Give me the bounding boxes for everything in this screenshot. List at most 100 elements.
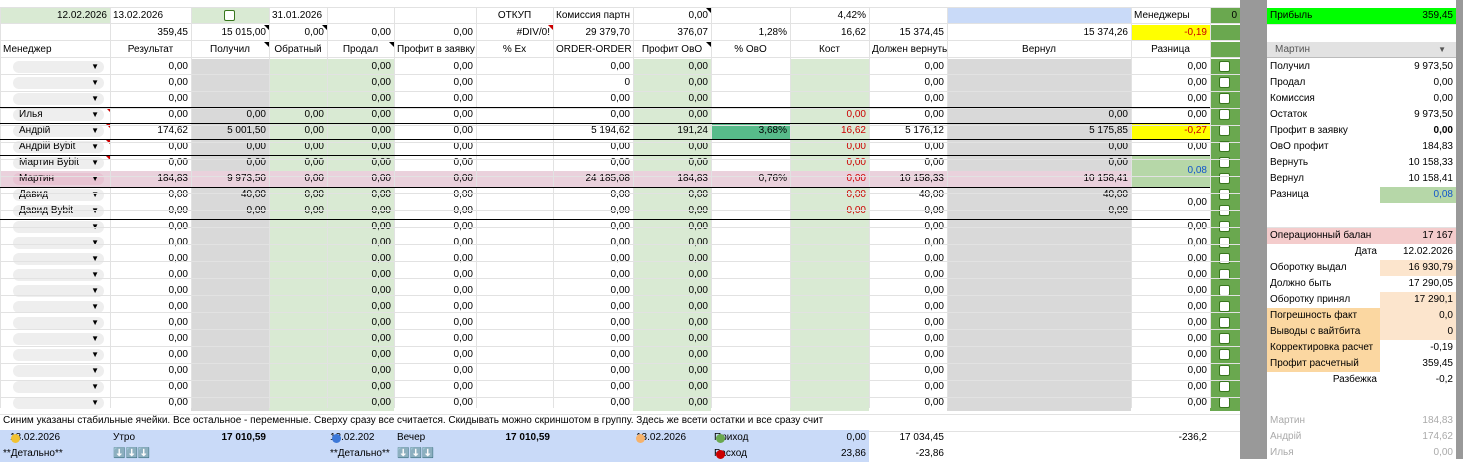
grid-line (0, 227, 1240, 228)
data-cell: 174,62 (157, 125, 188, 136)
checkbox[interactable] (1219, 61, 1230, 72)
data-cell: 0,00 (924, 77, 944, 88)
checkbox[interactable] (1219, 189, 1230, 200)
checkbox[interactable] (1219, 141, 1230, 152)
manager-dropdown[interactable]: ▼ (13, 93, 104, 105)
data-cell: 0,00 (453, 397, 473, 408)
panel-label: Вернуть (1270, 157, 1309, 168)
data-cell: 0,00 (633, 203, 711, 219)
date-cell[interactable]: 13.02.2026 (113, 10, 164, 21)
manager-dropdown[interactable]: ▼ (13, 269, 104, 281)
manager-dropdown[interactable]: ▼ (13, 253, 104, 265)
date-cell[interactable]: 12.02.2026 (0, 8, 110, 24)
checkbox[interactable] (1219, 317, 1230, 328)
chevron-down-icon: ▼ (91, 398, 99, 407)
data-cell: 0,00 (633, 235, 711, 251)
data-cell: 0,00 (269, 203, 327, 219)
checkbox[interactable] (1219, 253, 1230, 264)
checkbox[interactable] (1219, 349, 1230, 360)
data-cell: 0,00 (633, 251, 711, 267)
data-cell (476, 363, 553, 379)
data-cell: 184,83 (633, 171, 711, 187)
checkbox[interactable] (1219, 157, 1230, 168)
data-cell: 0,00 (1187, 285, 1207, 296)
checkbox[interactable] (1219, 269, 1230, 280)
grid-line (0, 139, 1210, 140)
manager-dropdown[interactable]: ▼ (13, 381, 104, 393)
data-cell: 0,00 (327, 347, 394, 363)
arrow-icons: ⬇️⬇️⬇️ (397, 448, 435, 459)
checkbox[interactable] (1219, 125, 1230, 136)
data-cell: 0,00 (1187, 109, 1207, 120)
total-cell: 16,62 (840, 27, 866, 38)
data-cell (269, 395, 327, 411)
checkbox[interactable] (1219, 173, 1230, 184)
manager-dropdown[interactable]: ▼ (13, 365, 104, 377)
checkbox[interactable] (1219, 109, 1230, 120)
manager-dropdown[interactable]: ▼ (13, 333, 104, 345)
data-cell (191, 331, 269, 347)
data-cell: 0,00 (610, 253, 630, 264)
manager-name: Давид (19, 189, 49, 200)
manager-dropdown[interactable]: Мартин ▼ (13, 173, 104, 185)
manager-dropdown[interactable]: ▼ (13, 397, 104, 409)
column-header: Профит ОвО (641, 44, 703, 55)
manager-dropdown[interactable]: ▼ (13, 317, 104, 329)
manager-dropdown[interactable]: ▼ (13, 349, 104, 361)
checkbox[interactable] (1219, 77, 1230, 88)
balance-label: Оборотку выдал (1270, 262, 1347, 273)
data-cell (947, 299, 1131, 315)
data-cell (947, 235, 1131, 251)
manager-dropdown[interactable]: ▼ (13, 61, 104, 73)
diff-value: -236,2 (1178, 432, 1207, 443)
data-cell: 0,00 (168, 77, 188, 88)
manager-dropdown[interactable]: Давид ▼ (13, 189, 104, 201)
commission-value[interactable]: 0,00 (688, 10, 708, 21)
data-cell: 0,00 (947, 203, 1131, 219)
data-cell (711, 379, 790, 395)
manager-dropdown[interactable]: ▼ (13, 77, 104, 89)
checkbox[interactable] (1219, 237, 1230, 248)
data-cell: 0,00 (168, 365, 188, 376)
manager-dropdown[interactable]: ▼ (13, 237, 104, 249)
date-cell[interactable]: 31.01.2026 (272, 10, 323, 21)
manager-dropdown[interactable]: Андрій Bybit ▼ (13, 141, 104, 153)
data-cell: 0,00 (168, 381, 188, 392)
manager-dropdown[interactable]: Давид Bybit▼ (13, 205, 104, 217)
data-cell: 3,68% (711, 123, 790, 139)
checkbox[interactable] (1219, 381, 1230, 392)
checkbox[interactable] (224, 10, 235, 21)
data-cell (947, 379, 1131, 395)
data-cell (191, 315, 269, 331)
checkbox[interactable] (1219, 301, 1230, 312)
grid-line (0, 244, 1240, 245)
detailed-link[interactable]: **Детально** (330, 448, 390, 459)
checkbox[interactable] (1219, 365, 1230, 376)
checkbox[interactable] (1219, 397, 1230, 408)
checkbox[interactable] (1219, 333, 1230, 344)
data-cell: 0,00 (269, 187, 327, 203)
data-cell: 0,00 (327, 91, 394, 107)
manager-dropdown[interactable]: ▼ (13, 301, 104, 313)
manager-dropdown[interactable]: Мартин Bybit ▼ (13, 157, 104, 169)
manager-select[interactable]: Мартин ▼ (1267, 42, 1456, 58)
data-cell (790, 379, 869, 395)
data-cell: 0,00 (610, 269, 630, 280)
manager-dropdown[interactable]: Илья ▼ (13, 109, 104, 121)
grid-line (0, 107, 1210, 108)
data-cell (947, 363, 1131, 379)
data-cell (711, 363, 790, 379)
data-cell: 0,00 (924, 157, 944, 168)
column-divider (1240, 0, 1267, 459)
data-cell: 0,00 (191, 155, 269, 171)
comment-marker (105, 155, 110, 160)
manager-dropdown[interactable]: ▼ (13, 285, 104, 297)
expense-total: -23,86 (915, 448, 944, 459)
checkbox[interactable] (1219, 221, 1230, 232)
data-cell (947, 331, 1131, 347)
checkbox[interactable] (1219, 93, 1230, 104)
manager-dropdown[interactable]: Андрій ▼ (13, 125, 104, 137)
detailed-link[interactable]: **Детально** (3, 448, 63, 459)
grid-line (1267, 24, 1456, 25)
